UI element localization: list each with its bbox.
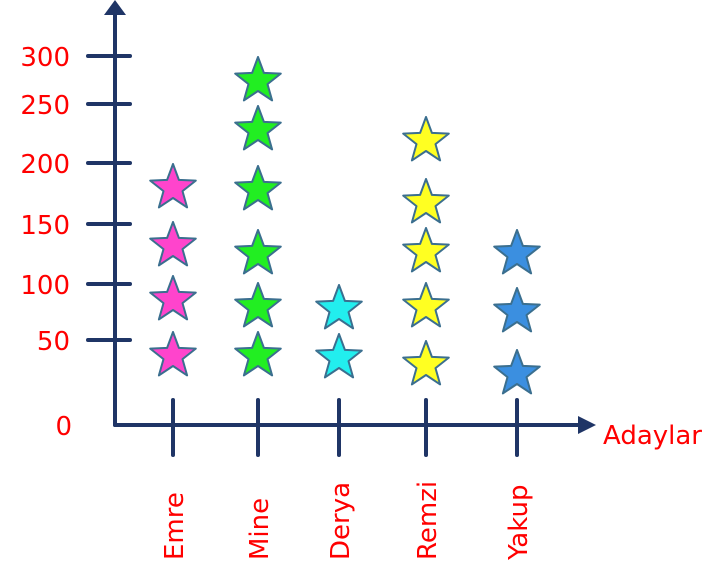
y-axis-ticks: 0 50 100 150 200 250 300	[20, 43, 132, 442]
star-icon	[149, 331, 197, 377]
star-icon	[402, 116, 450, 162]
x-axis-title: Adaylar	[603, 421, 702, 451]
x-axis-arrow	[578, 416, 596, 434]
x-category-label: Remzi	[413, 481, 443, 560]
star-icon	[234, 229, 282, 275]
star-icon	[149, 275, 197, 321]
star-icon	[234, 56, 282, 102]
x-category-label: Derya	[326, 482, 356, 560]
y-tick-label: 300	[20, 43, 70, 73]
y-tick-label: 250	[20, 91, 70, 121]
star-columns	[149, 56, 541, 395]
star-icon	[402, 282, 450, 328]
star-icon	[402, 227, 450, 273]
star-icon	[234, 331, 282, 377]
x-axis-ticks: Emre Mine Derya Remzi Yakup	[160, 398, 534, 561]
x-category-label: Emre	[160, 492, 190, 560]
star-icon	[493, 349, 541, 395]
star-icon	[149, 221, 197, 267]
star-icon	[493, 229, 541, 275]
star-icon	[234, 105, 282, 151]
star-icon	[315, 333, 363, 379]
y-tick-label: 0	[55, 412, 72, 442]
star-icon	[234, 165, 282, 211]
y-axis-arrow	[104, 0, 126, 15]
star-icon	[234, 282, 282, 328]
y-tick-label: 100	[20, 271, 70, 301]
star-icon	[493, 287, 541, 333]
star-icon	[402, 340, 450, 386]
y-tick-label: 50	[37, 327, 70, 357]
star-icon	[149, 163, 197, 209]
x-category-label: Yakup	[504, 485, 534, 561]
y-tick-label: 150	[20, 211, 70, 241]
x-category-label: Mine	[245, 498, 275, 560]
y-tick-label: 200	[20, 150, 70, 180]
star-icon	[402, 178, 450, 224]
star-icon	[315, 284, 363, 330]
